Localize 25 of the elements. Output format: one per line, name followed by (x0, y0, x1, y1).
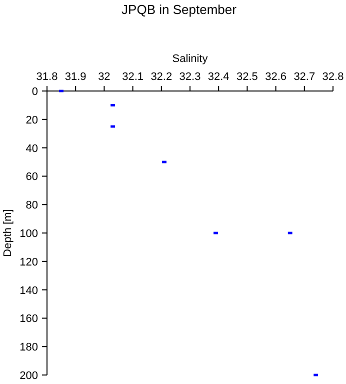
y-tick-label: 20 (26, 114, 38, 126)
chart-title: JPQB in September (122, 2, 238, 17)
x-tick-label: 32.8 (322, 71, 344, 83)
x-tick-label: 32.5 (236, 71, 258, 83)
y-tick-label: 100 (20, 228, 38, 240)
x-tick-label: 32.4 (208, 71, 230, 83)
y-tick-label: 140 (20, 284, 38, 297)
y-tick-label: 160 (20, 313, 38, 326)
y-tick-label: 180 (20, 342, 38, 354)
y-tick-label: 0 (32, 86, 38, 98)
x-tick-label: 31.8 (36, 71, 58, 83)
x-tick-label: 32 (98, 71, 110, 83)
y-tick-label: 60 (26, 171, 38, 184)
y-tick-label: 80 (26, 200, 38, 212)
x-tick-label: 31.9 (64, 71, 86, 83)
y-tick-label: 120 (20, 256, 38, 268)
x-tick-label: 32.2 (150, 71, 172, 83)
x-tick-label: 32.1 (122, 71, 144, 83)
y-tick-label: 40 (26, 142, 38, 155)
y-axis-title: Depth [m] (2, 209, 14, 257)
x-axis-title: Salinity (172, 53, 208, 65)
x-tick-label: 32.3 (179, 71, 201, 83)
x-tick-label: 32.6 (265, 71, 287, 83)
x-tick-label: 32.7 (294, 71, 316, 83)
y-tick-label: 200 (20, 370, 38, 382)
